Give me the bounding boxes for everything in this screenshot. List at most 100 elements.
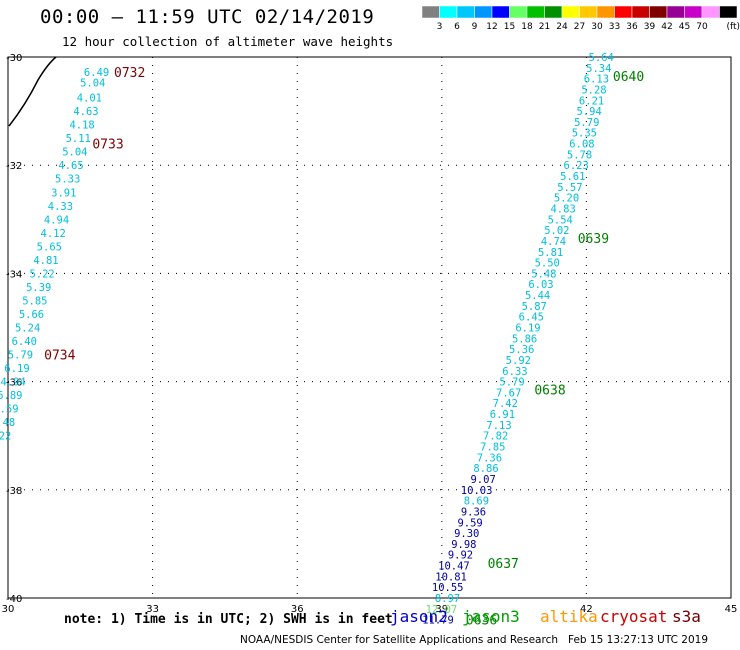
swh-value-label: 5.79 (574, 117, 599, 129)
y-tick-label: -34 (6, 269, 22, 280)
swh-value-label: 6.22 (0, 431, 11, 443)
page-subtitle: 12 hour collection of altimeter wave hei… (62, 34, 394, 49)
color-scale-swatch (719, 5, 738, 19)
swh-value-label: 7.36 (477, 452, 502, 464)
color-scale-swatch (491, 5, 510, 19)
color-scale-label: 3 (437, 22, 443, 32)
swh-value-label: 10.47 (438, 561, 470, 573)
swh-value-label: 6.13 (584, 74, 609, 86)
color-scale-swatch (614, 5, 633, 19)
swh-value-label: 12.07 (426, 604, 458, 616)
pass-time-label: 0640 (613, 70, 644, 85)
swh-value-label: 4.74 (541, 236, 566, 248)
x-tick-label: 33 (146, 604, 159, 615)
color-scale-swatch (631, 5, 650, 19)
color-scale-swatch (684, 5, 703, 19)
color-scale-label: 45 (679, 22, 690, 32)
swh-value-label: 6.21 (579, 95, 604, 107)
color-scale-label: 12 (486, 22, 497, 32)
swh-value-label: 10.55 (432, 582, 464, 594)
swh-value-label: 6.19 (4, 363, 29, 375)
color-scale-swatch (561, 5, 580, 19)
color-scale-label: 70 (696, 22, 708, 32)
color-scale-label: 30 (591, 22, 603, 32)
swh-value-label: 5.36 (509, 344, 534, 356)
color-scale-swatch (579, 5, 598, 19)
swh-value-label: 5.22 (29, 268, 54, 280)
color-scale-swatch (544, 5, 563, 19)
pass-time-label: 0638 (534, 384, 565, 399)
coastline (8, 56, 57, 127)
color-scale-label: 33 (609, 22, 620, 32)
swh-value-label: 7.82 (483, 431, 508, 443)
swh-value-label: 6.40 (12, 336, 37, 348)
pass-time-label: 0732 (114, 66, 145, 81)
color-scale-label: 42 (661, 22, 672, 32)
satellite-legend-altika: altika (540, 607, 598, 626)
swh-value-label: 4.94 (1, 377, 26, 389)
swh-value-label: 5.66 (19, 309, 44, 321)
color-scale-swatch (649, 5, 668, 19)
pass-time-label: 0637 (488, 557, 519, 572)
swh-value-label: 6.23 (564, 160, 589, 172)
color-scale-swatch (474, 5, 493, 19)
swh-value-label: 3.91 (51, 187, 76, 199)
swh-value-label: 5.24 (15, 323, 40, 335)
swh-value-label: 5.81 (538, 247, 563, 259)
plot-frame (7, 56, 732, 599)
swh-value-label: 5.20 (554, 193, 579, 205)
swh-value-label: 5.92 (506, 355, 531, 367)
swh-value-label: 5.48 (0, 417, 15, 429)
swh-value-label: 6.91 (490, 409, 515, 421)
swh-value-label: 9.30 (454, 528, 479, 540)
swh-value-label: 5.64 (589, 52, 614, 64)
swh-value-label: 6.19 (515, 323, 540, 335)
satellite-legend-s3a: s3a (672, 607, 701, 626)
swh-value-label: 5.61 (560, 171, 585, 183)
swh-value-label: 10.81 (435, 571, 467, 583)
swh-value-label: 5.02 (544, 225, 569, 237)
swh-value-label: 5.94 (577, 106, 602, 118)
color-scale-swatch (439, 5, 458, 19)
satellite-legend-jason3: jason3 (462, 607, 520, 626)
satellite-legend-jason2: jason2 (390, 607, 448, 626)
y-tick-label: -32 (6, 161, 22, 172)
swh-value-label: 4.33 (48, 201, 73, 213)
swh-value-label: 6.45 (519, 312, 544, 324)
swh-value-label: 6.49 (84, 67, 109, 79)
pass-time-label: 0733 (92, 138, 123, 153)
color-scale-swatch (456, 5, 475, 19)
swh-value-label: 4.83 (550, 203, 575, 215)
swh-value-label: 5.50 (535, 258, 560, 270)
swh-value-label: 8.97 (435, 593, 460, 605)
y-tick-label: -38 (6, 486, 22, 497)
swh-value-label: 5.87 (522, 301, 547, 313)
swh-value-label: 5.86 (512, 333, 537, 345)
footer-note: note: 1) Time is in UTC; 2) SWH is in fe… (64, 612, 393, 627)
swh-value-label: 7.42 (493, 398, 518, 410)
swh-value-label: 6.08 (569, 139, 594, 151)
x-tick-label: 45 (725, 604, 738, 615)
swh-value-label: 10.03 (461, 485, 493, 497)
x-tick-label: 42 (580, 604, 593, 615)
color-scale-label: 9 (472, 22, 478, 32)
color-scale-swatch (509, 5, 528, 19)
swh-value-label: 11.79 (422, 615, 454, 627)
swh-value-label: 5.04 (62, 147, 87, 159)
swh-value-label: 4.94 (44, 214, 69, 226)
swh-value-label: 5.79 (499, 377, 524, 389)
swh-value-label: 5.78 (567, 149, 592, 161)
swh-value-label: 9.07 (470, 474, 495, 486)
swh-value-label: 5.59 (0, 404, 19, 416)
color-scale-label: 15 (504, 22, 515, 32)
swh-value-label: 4.63 (73, 106, 98, 118)
swh-value-label: 5.39 (26, 282, 51, 294)
swh-value-label: 7.85 (480, 442, 505, 454)
color-scale-swatch (666, 5, 685, 19)
y-tick-label: -40 (6, 594, 22, 605)
swh-value-label: 9.92 (448, 550, 473, 562)
swh-value-label: 5.44 (525, 290, 550, 302)
swh-value-label: 4.81 (33, 255, 58, 267)
